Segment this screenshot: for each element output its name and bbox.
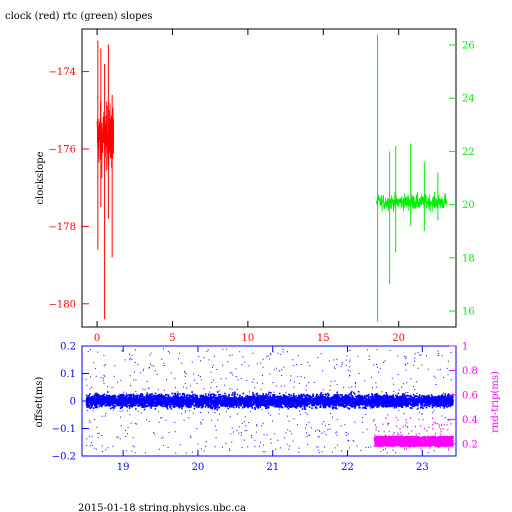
footer-caption: 2015-01-18 string.physics.ubc.ca (78, 503, 246, 512)
bottom-x-tick-label: 21 (266, 462, 279, 473)
bottom-left-y-tick-label: 0.1 (60, 369, 76, 380)
top-left-y-tick-label: −176 (49, 144, 76, 155)
top-plot-frame (81, 28, 457, 328)
top-right-y-tick-label: 16 (462, 307, 475, 318)
bottom-left-y-tick-label: 0 (70, 397, 76, 408)
top-right-y-tick-label: 26 (462, 40, 475, 51)
top-series-group (96, 34, 448, 322)
bottom-panel: 19 20 21 22 23 0.2 0.1 0 −0.1 −0.2 1 0.8 0.6 0.4 0.2 o… (34, 342, 501, 474)
bottom-x-tick-label: 20 (192, 462, 205, 473)
bottom-axes-group: 19 20 21 22 23 0.2 0.1 0 −0.1 −0.2 1 0.8 0.6 0.4 0.2 (52, 342, 478, 474)
top-x-tick-label: 15 (317, 333, 330, 344)
series-rtc-line (375, 191, 448, 213)
series-clock-line (96, 101, 115, 179)
bottom-left-ylabel: offset(ms) (34, 377, 45, 428)
top-left-y-tick-label: −180 (49, 299, 76, 310)
top-x-tick-label: 0 (94, 333, 100, 344)
bottom-right-ylabel: rnd-trip(ms) (490, 371, 501, 433)
bottom-right-y-tick-label: 0.8 (462, 366, 478, 377)
bottom-right-y-tick-label: 0.4 (462, 415, 478, 426)
top-panel: 0 5 10 15 20 −174 −176 −178 −180 26 24 22 20 18 16 clo… (35, 28, 475, 344)
bottom-series-group (85, 348, 454, 454)
bottom-x-tick-label: 22 (341, 462, 354, 473)
top-left-y-tick-label: −178 (49, 222, 76, 233)
bottom-right-y-tick-label: 0.2 (462, 439, 478, 450)
series-rnd-trip-points (373, 416, 454, 451)
top-right-y-tick-label: 18 (462, 253, 475, 264)
top-right-y-tick-label: 24 (462, 94, 475, 105)
bottom-x-tick-label: 23 (416, 462, 429, 473)
top-right-y-tick-label: 20 (462, 200, 475, 211)
chart-title: clock (red) rtc (green) slopes (5, 11, 153, 22)
bottom-right-y-tick-label: 0.6 (462, 390, 478, 401)
bottom-right-y-tick-label: 1 (462, 342, 468, 353)
bottom-left-y-tick-label: 0.2 (60, 342, 76, 353)
top-axes-group: 0 5 10 15 20 −174 −176 −178 −180 26 24 22 20 18 16 (49, 29, 475, 344)
bottom-left-y-tick-label: −0.1 (52, 424, 76, 435)
bottom-left-y-tick-label: −0.2 (52, 452, 76, 463)
bottom-x-tick-label: 19 (117, 462, 130, 473)
top-x-tick-label: 10 (242, 333, 255, 344)
top-x-tick-label: 20 (392, 333, 405, 344)
top-right-y-tick-label: 22 (462, 147, 475, 158)
top-left-y-tick-label: −174 (49, 67, 76, 78)
series-offset-points (85, 390, 454, 411)
series-offset-outliers (85, 348, 453, 454)
top-x-tick-label: 5 (169, 333, 175, 344)
top-ylabel: clockslope (35, 151, 46, 204)
